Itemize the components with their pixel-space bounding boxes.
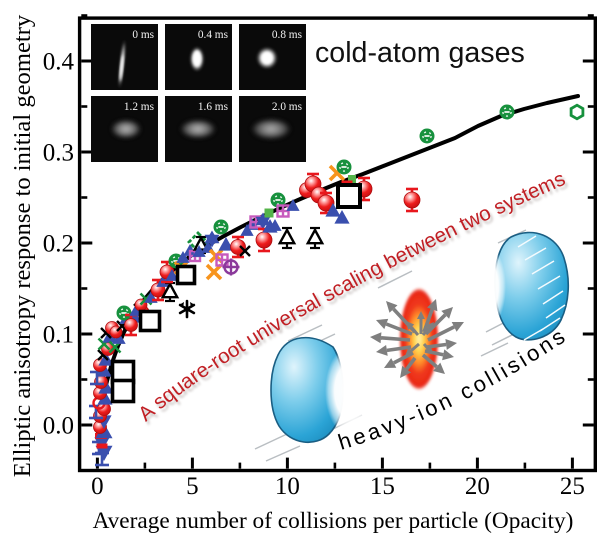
svg-text:0 ms: 0 ms bbox=[132, 29, 154, 41]
svg-text:Average number of collisions p: Average number of collisions per particl… bbox=[93, 508, 574, 534]
svg-text:0.0: 0.0 bbox=[43, 413, 74, 440]
svg-text:0.1: 0.1 bbox=[43, 322, 74, 349]
svg-text:Elliptic anisotropy response t: Elliptic anisotropy response to initial … bbox=[9, 14, 36, 477]
svg-text:1.2 ms: 1.2 ms bbox=[124, 101, 154, 113]
svg-text:0.8 ms: 0.8 ms bbox=[272, 29, 302, 41]
svg-text:20: 20 bbox=[465, 473, 490, 500]
svg-text:0.2: 0.2 bbox=[43, 231, 74, 258]
svg-text:10: 10 bbox=[275, 473, 300, 500]
svg-text:25: 25 bbox=[560, 473, 585, 500]
svg-text:cold-atom gases: cold-atom gases bbox=[315, 37, 525, 69]
svg-text:1.6 ms: 1.6 ms bbox=[198, 101, 228, 113]
svg-text:5: 5 bbox=[186, 473, 199, 500]
svg-text:0: 0 bbox=[91, 473, 104, 500]
svg-text:0.4: 0.4 bbox=[43, 49, 75, 76]
svg-text:15: 15 bbox=[370, 473, 395, 500]
svg-text:0.4 ms: 0.4 ms bbox=[198, 29, 228, 41]
svg-text:2.0 ms: 2.0 ms bbox=[272, 101, 302, 113]
svg-text:0.3: 0.3 bbox=[43, 140, 74, 167]
